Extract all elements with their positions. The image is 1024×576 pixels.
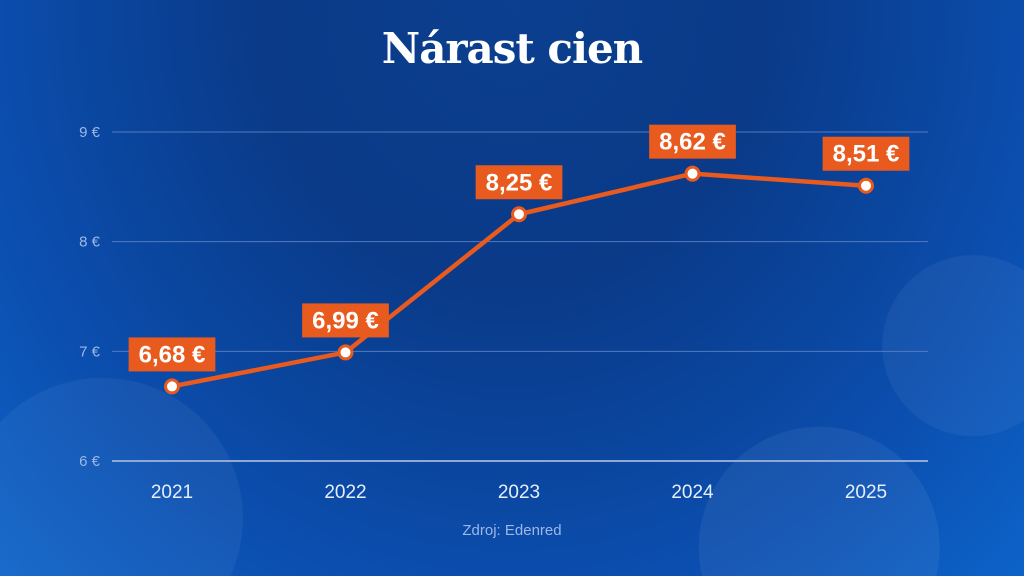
x-tick-label: 2022: [324, 482, 366, 503]
data-label: 8,51 €: [822, 136, 910, 171]
x-tick-label: 2023: [498, 482, 540, 503]
data-point: [164, 378, 180, 395]
data-label-text: 8,25 €: [486, 169, 553, 196]
data-label-box: [649, 124, 736, 159]
data-label-box: [302, 303, 389, 338]
data-label-box: [128, 337, 216, 372]
x-axis: 2021 2022 2023 2024 2025: [151, 482, 887, 503]
x-tick-label: 2024: [671, 482, 714, 503]
x-tick-label: 2021: [151, 482, 193, 503]
data-label-box: [822, 136, 910, 171]
data-label-text: 8,51 €: [833, 141, 900, 168]
y-axis: 6 € 7 € 8 € 9 €: [79, 124, 101, 470]
data-point: [337, 344, 354, 361]
data-label-text: 8,62 €: [659, 129, 726, 156]
data-label: 6,68 €: [128, 337, 216, 372]
data-point: [858, 177, 874, 194]
source-note: Zdroj: Edenred: [462, 522, 562, 539]
chart-title: Nárast cien: [381, 24, 643, 73]
data-point: [511, 206, 527, 223]
data-label-box: [475, 165, 563, 200]
y-tick-label: 7 €: [79, 343, 101, 360]
data-label-layer: 6,68 € 6,99 € 8,25 € 8,62 € 8,51 €: [128, 124, 910, 372]
y-tick-label: 6 €: [79, 453, 101, 470]
data-point: [684, 165, 701, 182]
data-label-text: 6,68 €: [139, 341, 206, 368]
data-label: 8,25 €: [475, 165, 563, 200]
x-tick-label: 2025: [845, 482, 887, 503]
data-label: 8,62 €: [649, 124, 736, 159]
series-line: [169, 171, 869, 389]
y-tick-label: 8 €: [79, 234, 101, 251]
y-tick-label: 9 €: [79, 124, 101, 141]
data-label-text: 6,99 €: [312, 307, 379, 334]
data-label: 6,99 €: [302, 303, 389, 338]
series-layer: [169, 171, 869, 389]
grid-layer: [112, 131, 928, 462]
point-layer: [164, 165, 874, 395]
